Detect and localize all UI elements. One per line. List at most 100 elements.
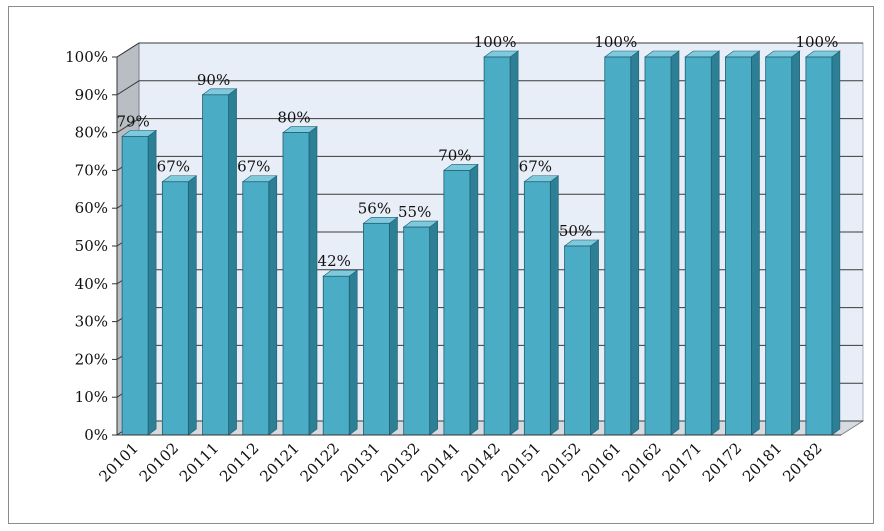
x-tick-label: 20162 xyxy=(618,439,664,485)
bar xyxy=(362,216,399,436)
gridline xyxy=(116,42,863,58)
bar-front xyxy=(282,132,310,436)
bar xyxy=(644,50,680,436)
data-label: 67% xyxy=(237,158,270,176)
y-tick-label: 80% xyxy=(75,124,108,142)
bar xyxy=(804,50,841,436)
data-label: 100% xyxy=(594,33,637,51)
bar-side xyxy=(429,220,438,436)
bar xyxy=(161,175,198,436)
bar xyxy=(523,175,560,436)
bar xyxy=(121,129,158,436)
y-tick-label: 60% xyxy=(75,199,108,217)
data-label: 67% xyxy=(519,158,552,176)
y-tick-label: 10% xyxy=(75,388,108,406)
x-tick-label: 20131 xyxy=(337,439,383,485)
bar-side xyxy=(710,50,720,436)
y-tick-label: 70% xyxy=(75,161,108,179)
bar-side xyxy=(670,50,680,436)
bar-front xyxy=(523,181,551,436)
bar xyxy=(282,125,318,436)
data-label: 42% xyxy=(318,252,351,270)
bar xyxy=(483,50,520,436)
bar xyxy=(442,163,479,436)
y-tick-label: 0% xyxy=(84,426,108,444)
x-tick-label: 20122 xyxy=(297,439,343,485)
data-label: 55% xyxy=(398,203,431,221)
bar-front xyxy=(121,135,149,436)
chart-frame: 0% 10% 20% 30% 40% 50% 60% 70% 80% 90% 100% 79% 67%… xyxy=(8,6,874,524)
bar-front xyxy=(483,56,511,436)
x-tick-label: 20112 xyxy=(216,439,262,485)
data-label: 100% xyxy=(474,33,517,51)
y-tick-label: 90% xyxy=(75,86,108,104)
bar-side xyxy=(630,50,640,436)
x-tick-label: 20111 xyxy=(176,439,222,485)
data-label: 70% xyxy=(438,146,471,164)
x-tick-label: 20182 xyxy=(779,439,825,485)
bar-side xyxy=(348,269,358,436)
bar-front xyxy=(322,275,350,436)
x-axis-ticks: 2010120102201112011220121201222013120132… xyxy=(95,434,841,486)
data-label: 56% xyxy=(358,199,391,217)
bar-side xyxy=(550,175,559,436)
data-label: 67% xyxy=(157,158,190,176)
bar-side xyxy=(308,125,318,436)
bar-side xyxy=(751,50,760,436)
bar-side xyxy=(509,50,519,436)
bar xyxy=(322,269,359,436)
x-tick-label: 20121 xyxy=(256,439,302,485)
data-label: 100% xyxy=(795,33,838,51)
bar-front xyxy=(161,181,189,436)
bar-front xyxy=(604,56,632,436)
bar xyxy=(241,175,278,436)
x-tick-label: 20171 xyxy=(659,439,705,485)
bar-front xyxy=(684,56,712,436)
bar-front xyxy=(363,222,390,436)
y-tick-label: 50% xyxy=(75,237,108,255)
bar xyxy=(764,50,801,436)
x-tick-label: 20161 xyxy=(578,439,624,485)
bar xyxy=(563,239,600,436)
bar xyxy=(684,50,721,436)
bar xyxy=(402,220,439,436)
bar-side xyxy=(469,163,479,436)
bar-front xyxy=(805,56,833,436)
bar-side xyxy=(831,50,841,436)
bar-front xyxy=(242,181,270,436)
bar-front xyxy=(765,56,793,436)
bars xyxy=(121,50,841,436)
data-label: 50% xyxy=(559,222,592,240)
x-tick-label: 20151 xyxy=(498,439,544,485)
bar-side xyxy=(268,175,278,436)
bar-chart: 0% 10% 20% 30% 40% 50% 60% 70% 80% 90% 100% 79% 67%… xyxy=(65,33,865,486)
bar-front xyxy=(644,56,672,436)
y-tick-label: 20% xyxy=(75,350,108,368)
bar-side xyxy=(389,216,398,436)
y-tick-label: 30% xyxy=(75,313,108,331)
bar-front xyxy=(403,226,431,436)
x-tick-label: 20172 xyxy=(699,439,745,485)
bar xyxy=(724,50,761,436)
x-tick-label: 20181 xyxy=(739,439,785,485)
data-label: 79% xyxy=(116,112,149,130)
bar-front xyxy=(202,94,229,436)
y-axis-ticks: 0% 10% 20% 30% 40% 50% 60% 70% 80% 90% 100% xyxy=(65,48,118,444)
bar xyxy=(201,88,238,436)
bar-side xyxy=(228,88,237,436)
bar xyxy=(603,50,640,436)
bar-front xyxy=(725,56,752,436)
bar-side xyxy=(147,129,157,436)
x-tick-label: 20141 xyxy=(417,439,463,485)
bar-side xyxy=(791,50,800,436)
bar-front xyxy=(443,169,471,436)
bar-side xyxy=(188,175,197,436)
x-tick-label: 20101 xyxy=(95,439,141,485)
data-labels: 79% 67% 90% 67% 80% 42% 56% 55% 70% 100% 67% 50% 100… xyxy=(116,33,838,270)
x-tick-label: 20102 xyxy=(136,439,182,485)
data-label: 90% xyxy=(197,71,230,89)
y-tick-label: 40% xyxy=(75,275,108,293)
data-label: 80% xyxy=(277,109,310,127)
bar-front xyxy=(564,245,591,436)
x-tick-label: 20142 xyxy=(457,439,503,485)
